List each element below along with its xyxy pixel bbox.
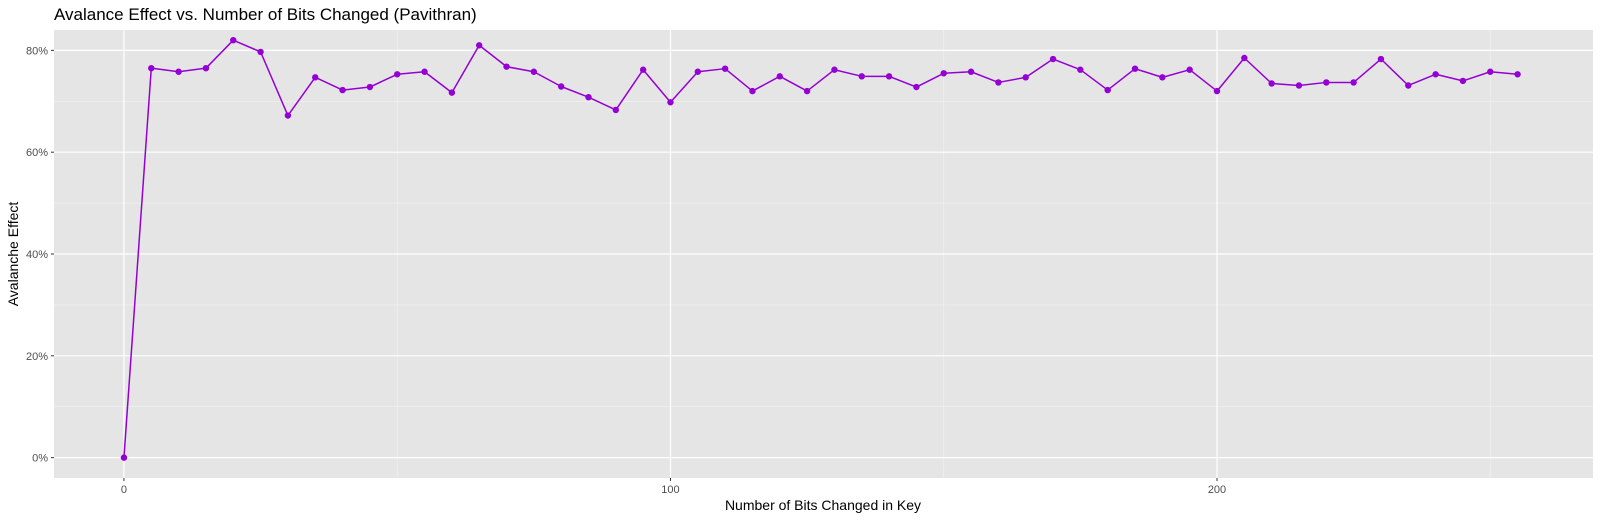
data-point	[667, 99, 674, 106]
data-point	[1514, 71, 1521, 78]
data-point	[1432, 71, 1439, 78]
data-point	[557, 83, 565, 90]
data-point	[1268, 80, 1275, 87]
data-point	[803, 87, 811, 95]
data-point	[694, 68, 702, 75]
data-point	[284, 112, 292, 119]
data-point	[1241, 54, 1248, 62]
data-point	[202, 64, 210, 72]
data-point	[339, 86, 346, 94]
chart-title: Avalance Effect vs. Number of Bits Chang…	[54, 5, 477, 24]
data-point	[503, 63, 510, 70]
x-tick-label: 0	[121, 484, 127, 496]
data-point	[1459, 77, 1467, 85]
data-point	[1213, 87, 1221, 95]
data-point	[885, 73, 893, 80]
data-point	[749, 87, 756, 95]
y-tick-label: 20%	[26, 351, 48, 363]
data-point	[1077, 66, 1084, 73]
data-point	[1350, 79, 1357, 86]
data-point	[1104, 86, 1111, 94]
data-point	[1377, 55, 1385, 63]
series-line	[123, 39, 1518, 458]
data-point	[148, 64, 155, 72]
y-tick-label: 40%	[26, 249, 48, 261]
data-point	[776, 73, 783, 80]
series-layer	[120, 36, 1521, 461]
data-point	[394, 71, 401, 78]
data-point	[1186, 66, 1193, 73]
data-point	[1405, 82, 1412, 89]
data-point	[1022, 74, 1029, 81]
data-point	[1295, 82, 1303, 89]
data-point	[366, 83, 374, 91]
major-gridlines	[54, 30, 1593, 478]
data-point	[312, 74, 319, 81]
data-point	[913, 83, 920, 91]
x-axis-title: Number of Bits Changed in Key	[725, 497, 921, 513]
y-axis: 0% 20% 40% 60% 80%	[26, 45, 54, 465]
data-point	[175, 68, 182, 75]
data-point	[967, 68, 975, 75]
y-tick-label: 0%	[32, 453, 48, 465]
data-point	[858, 73, 865, 80]
data-point	[831, 66, 838, 73]
y-tick-label: 80%	[26, 45, 48, 57]
data-point	[1159, 74, 1166, 81]
data-point	[1049, 55, 1057, 63]
data-point	[585, 94, 592, 101]
data-point	[1131, 65, 1139, 72]
y-axis-title: Avalanche Effect	[5, 202, 21, 307]
data-point	[1323, 79, 1330, 86]
data-point	[530, 68, 538, 75]
data-point	[940, 70, 947, 77]
data-point	[639, 66, 647, 73]
data-point	[230, 36, 237, 44]
data-point	[1487, 68, 1494, 75]
data-point	[995, 79, 1002, 86]
data-point	[612, 106, 620, 114]
data-point	[421, 68, 428, 75]
data-point	[257, 48, 264, 56]
x-axis: 0 100 200	[121, 478, 1226, 496]
data-point	[475, 42, 483, 49]
y-tick-label: 60%	[26, 147, 48, 159]
minor-gridlines	[54, 30, 1593, 478]
x-tick-label: 200	[1208, 484, 1226, 496]
data-point	[120, 454, 128, 461]
data-point	[448, 89, 456, 96]
x-tick-label: 100	[661, 484, 679, 496]
data-point	[721, 65, 729, 72]
